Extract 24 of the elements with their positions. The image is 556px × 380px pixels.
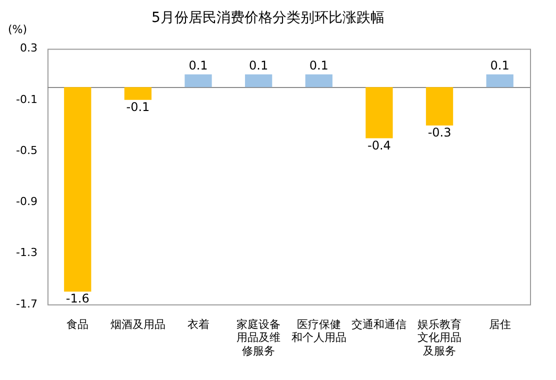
data-label: 0.1	[249, 58, 268, 72]
y-tick-label: -0.1	[16, 92, 38, 106]
x-tick-label: 烟酒及用品	[110, 318, 166, 331]
data-label: 0.1	[309, 58, 328, 72]
x-tick-label: 交通和通信	[352, 318, 407, 331]
data-label: -1.6	[66, 292, 90, 306]
x-tick-label: 娱乐教育文化用品及服务	[418, 318, 462, 358]
y-tick-label: -1.3	[16, 246, 38, 260]
x-tick-label: 食品	[66, 318, 89, 331]
x-tick-label: 医疗保健和个人用品	[291, 318, 346, 344]
data-label: -0.4	[367, 138, 391, 152]
data-label: -0.3	[428, 126, 452, 140]
y-tick-label: -0.5	[16, 144, 38, 157]
y-tick-label: 0.3	[20, 42, 38, 55]
chart-title: 5月份居民消费价格分类别环比涨跌幅	[152, 10, 384, 26]
data-label: 0.1	[490, 58, 510, 72]
y-tick-label: -1.7	[16, 297, 38, 310]
x-tick-label: 家庭设备用品及维修服务	[236, 318, 281, 358]
data-label: 0.1	[188, 58, 208, 72]
data-label: -0.1	[126, 100, 150, 114]
x-tick-label: 居住	[488, 318, 511, 331]
y-axis-title: (%)	[8, 22, 28, 36]
y-tick-label: -0.9	[16, 195, 38, 208]
x-tick-label: 衣着	[187, 318, 210, 331]
